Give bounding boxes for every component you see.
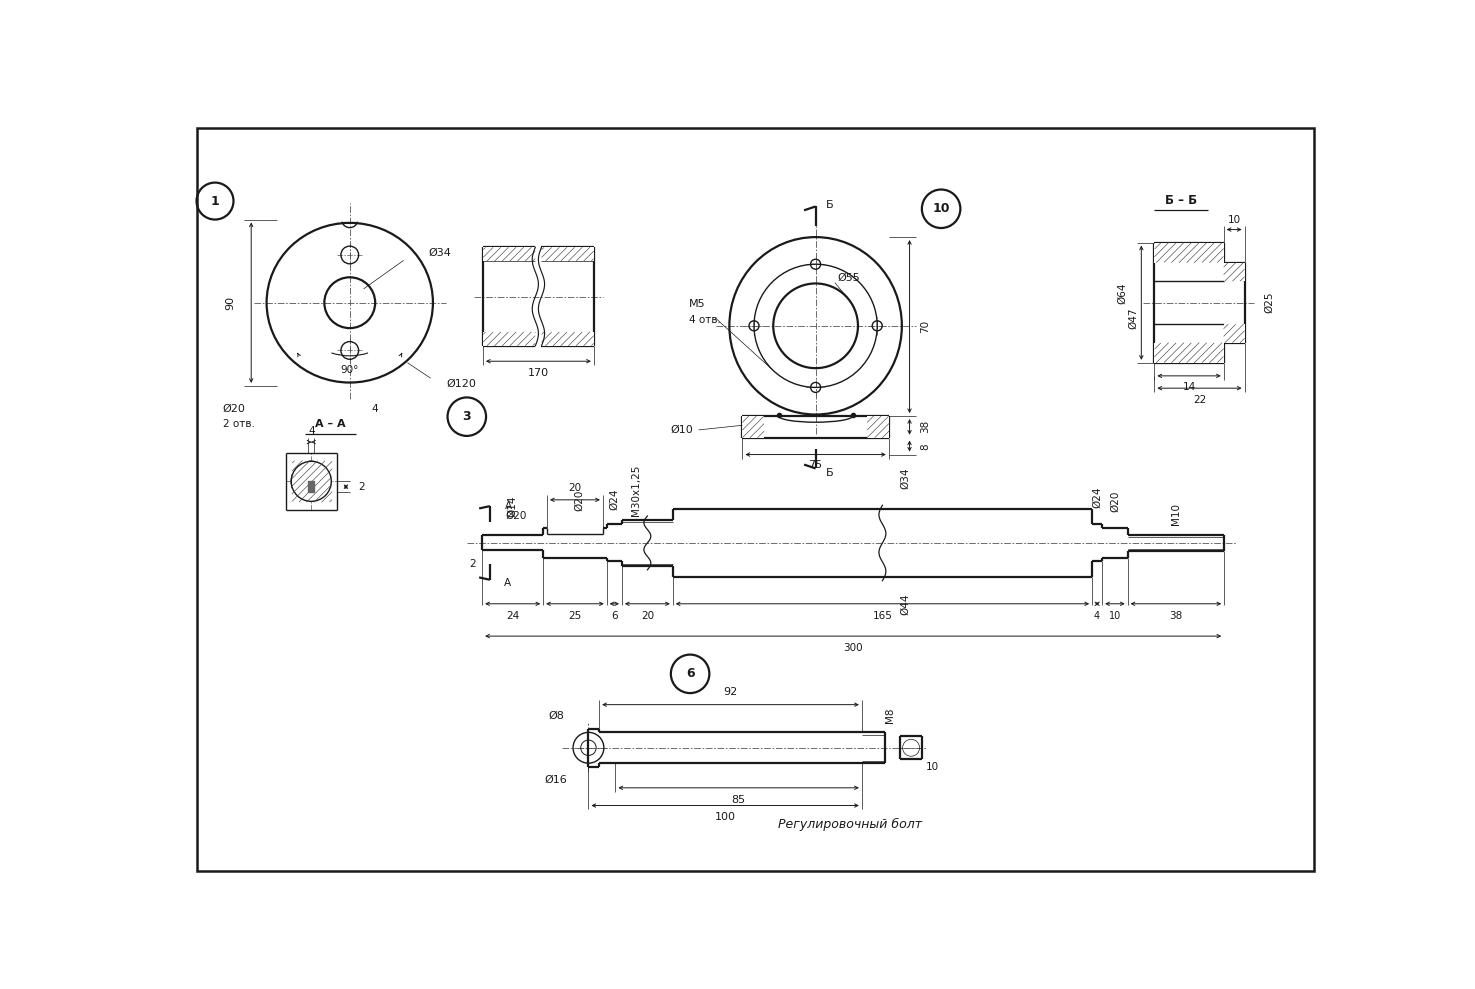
Text: M5: M5 <box>689 300 705 310</box>
Text: Ø16: Ø16 <box>544 775 568 785</box>
Text: 22: 22 <box>1193 395 1207 405</box>
Text: Ø8: Ø8 <box>549 710 563 720</box>
Text: Б: Б <box>826 200 833 210</box>
Text: 6: 6 <box>686 668 695 680</box>
Text: Ø47: Ø47 <box>1128 308 1137 329</box>
PathPatch shape <box>742 416 764 437</box>
Text: 70: 70 <box>920 320 929 333</box>
PathPatch shape <box>867 416 889 437</box>
PathPatch shape <box>482 247 535 261</box>
Text: 20: 20 <box>568 483 581 493</box>
Text: М10: М10 <box>1171 502 1181 525</box>
Text: 1: 1 <box>211 195 220 208</box>
Text: 100: 100 <box>715 812 736 822</box>
Text: Ø20: Ø20 <box>1109 491 1120 512</box>
Text: Ø34: Ø34 <box>428 247 451 258</box>
Text: Ø10: Ø10 <box>671 425 693 435</box>
PathPatch shape <box>1224 263 1245 281</box>
Text: 170: 170 <box>528 368 549 378</box>
Text: Ø14: Ø14 <box>507 495 518 517</box>
PathPatch shape <box>541 332 594 346</box>
Bar <box>308 482 314 493</box>
Text: A: A <box>506 501 512 511</box>
Text: Б: Б <box>826 468 833 478</box>
Text: М30х1,25: М30х1,25 <box>631 465 640 516</box>
Text: 8: 8 <box>920 443 929 450</box>
Text: 4 отв.: 4 отв. <box>689 315 720 325</box>
Text: 4: 4 <box>308 426 314 436</box>
Text: 6: 6 <box>611 611 618 621</box>
Text: 75: 75 <box>808 460 823 470</box>
PathPatch shape <box>482 332 535 346</box>
Text: Ø20: Ø20 <box>223 404 246 414</box>
PathPatch shape <box>292 461 332 502</box>
PathPatch shape <box>1155 343 1224 363</box>
PathPatch shape <box>541 247 594 261</box>
Text: Ø120: Ø120 <box>445 379 476 389</box>
Text: 2: 2 <box>469 560 476 570</box>
Text: Регулировочный болт: Регулировочный болт <box>779 818 922 832</box>
Text: 90: 90 <box>226 296 236 310</box>
Text: Ø34: Ø34 <box>901 468 910 489</box>
Text: Ø64: Ø64 <box>1117 283 1127 305</box>
Text: Ø44: Ø44 <box>901 593 910 614</box>
Text: Ø55: Ø55 <box>838 273 860 283</box>
PathPatch shape <box>1155 242 1224 263</box>
PathPatch shape <box>1224 324 1245 343</box>
Text: 14: 14 <box>1183 383 1196 393</box>
Text: Ø25: Ø25 <box>1264 292 1274 314</box>
Text: 10: 10 <box>1109 611 1121 621</box>
Text: 90°: 90° <box>341 366 358 376</box>
Text: 2: 2 <box>358 482 364 492</box>
Text: Ø20: Ø20 <box>506 511 527 521</box>
Text: 24: 24 <box>506 611 519 621</box>
Text: 2 отв.: 2 отв. <box>223 419 255 429</box>
Text: 38: 38 <box>920 420 929 433</box>
Text: Ø20: Ø20 <box>574 490 584 511</box>
Text: 10: 10 <box>926 762 940 772</box>
Text: 20: 20 <box>640 611 653 621</box>
Text: 4: 4 <box>1094 611 1100 621</box>
Text: А – А: А – А <box>316 419 345 429</box>
Text: 10: 10 <box>932 203 950 216</box>
Text: 4: 4 <box>372 404 378 414</box>
Text: 3: 3 <box>463 410 471 423</box>
Text: 10: 10 <box>1227 215 1240 225</box>
Text: M8: M8 <box>885 708 894 723</box>
Text: 165: 165 <box>873 611 892 621</box>
Text: Ø24: Ø24 <box>1092 486 1102 507</box>
Text: Ø24: Ø24 <box>609 489 620 509</box>
Text: 38: 38 <box>1170 611 1183 621</box>
Text: 300: 300 <box>844 644 863 654</box>
Text: Б – Б: Б – Б <box>1165 194 1198 207</box>
Text: 85: 85 <box>732 795 746 805</box>
Text: 92: 92 <box>723 687 738 697</box>
Text: A: A <box>504 578 510 587</box>
Text: 25: 25 <box>568 611 581 621</box>
